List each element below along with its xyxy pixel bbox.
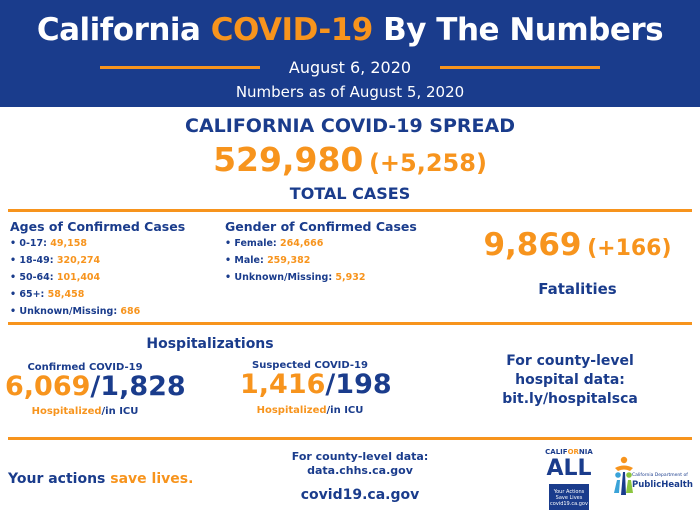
gender-list: • Female: 264,666 • Male: 259,382 • Unkn…	[225, 235, 365, 286]
header-divider-left	[100, 66, 260, 69]
cdph-logo: California Department of PublicHealth	[612, 455, 693, 510]
total-cases-value: 529,980	[213, 140, 364, 179]
list-item: • 65+: 58,458	[10, 289, 85, 300]
new-cases-value: (+5,258)	[368, 149, 487, 177]
confirmed-caption: Hospitalized/in ICU	[31, 406, 139, 417]
actions-slogan: Your actions save lives.	[8, 471, 194, 487]
list-item: • Male: 259,382	[225, 255, 311, 266]
confirmed-heading: Confirmed COVID-19	[27, 362, 143, 373]
new-fatalities-value: (+166)	[587, 236, 672, 261]
county-data-info: For county-level data: data.chhs.ca.gov	[270, 450, 450, 478]
california-all-logo: CALIFORNIA ALL Your Actions Save Lives c…	[540, 448, 598, 514]
confirmed-figure: 6,069/1,828	[5, 371, 186, 402]
total-cases-label: TOTAL CASES	[289, 184, 411, 203]
ages-list: • 0-17: 49,158 • 18-49: 320,274 • 50-64:…	[10, 235, 140, 320]
fatalities-figure: 9,869 (+166)	[465, 227, 690, 263]
list-item: • Female: 264,666	[225, 238, 324, 249]
hospitalizations-title: Hospitalizations	[146, 336, 274, 352]
divider	[8, 209, 692, 212]
spread-title: CALIFORNIA COVID-19 SPREAD	[185, 115, 515, 137]
gender-heading: Gender of Confirmed Cases	[225, 219, 417, 234]
report-date: August 6, 2020	[288, 58, 412, 77]
fatalities-value: 9,869	[483, 227, 582, 263]
list-item: • 0-17: 49,158	[10, 238, 87, 249]
list-item: • Unknown/Missing: 5,932	[225, 272, 366, 283]
suspected-heading: Suspected COVID-19	[252, 360, 368, 371]
list-item: • Unknown/Missing: 686	[10, 306, 141, 317]
suspected-caption: Hospitalized/in ICU	[256, 405, 364, 416]
ages-heading: Ages of Confirmed Cases	[10, 219, 186, 234]
header-banner: California COVID-19 By The Numbers Augus…	[0, 0, 700, 107]
list-item: • 18-49: 320,274	[10, 255, 101, 266]
county-data-link[interactable]: data.chhs.ca.gov	[307, 464, 413, 477]
suspected-figure: 1,416/198	[240, 369, 392, 400]
data-as-of: Numbers as of August 5, 2020	[235, 83, 465, 101]
people-figures-icon	[614, 456, 633, 495]
page-title: California COVID-19 By The Numbers	[36, 12, 664, 48]
header-divider-right	[440, 66, 600, 69]
hospital-data-link[interactable]: bit.ly/hospitalsca	[502, 391, 638, 407]
total-cases-figure: 529,980 (+5,258)	[0, 140, 700, 179]
list-item: • 50-64: 101,404	[10, 272, 101, 283]
divider	[8, 437, 692, 440]
website-link[interactable]: covid19.ca.gov	[300, 487, 420, 503]
fatalities-label: Fatalities	[538, 280, 617, 298]
county-hospital-info: For county-level hospital data: bit.ly/h…	[480, 352, 660, 409]
divider	[8, 322, 692, 325]
